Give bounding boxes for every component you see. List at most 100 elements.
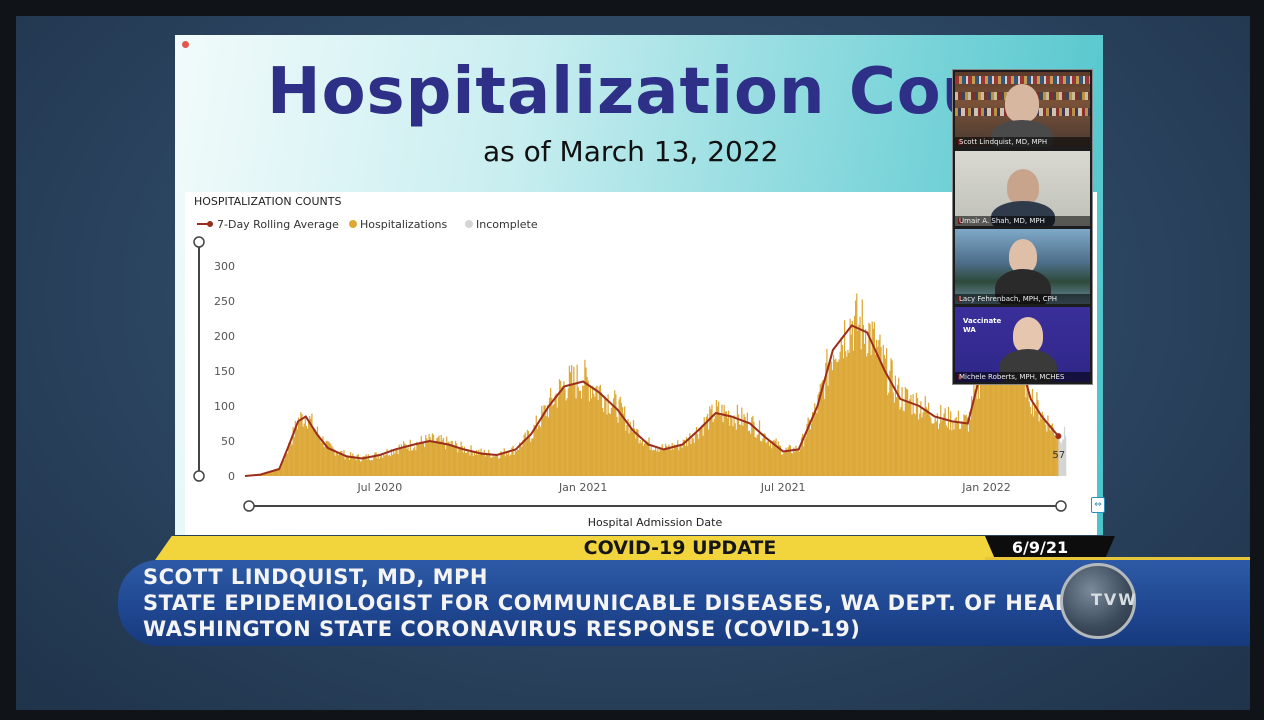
bar [1058, 432, 1060, 476]
bar [510, 454, 512, 476]
x-slider-right-handle[interactable] [1055, 500, 1067, 512]
x-range-slider[interactable] [243, 500, 1067, 512]
bar [473, 452, 476, 476]
bar [309, 415, 311, 476]
bar [836, 361, 838, 476]
bar [972, 400, 974, 476]
x-slider-left-handle[interactable] [243, 500, 255, 512]
bar [614, 390, 616, 476]
bar [719, 414, 721, 476]
bar [862, 324, 865, 476]
y-slider-top-handle[interactable] [193, 236, 205, 248]
bar [621, 407, 624, 476]
bar [325, 440, 327, 476]
bar [364, 456, 366, 476]
bar [889, 370, 891, 476]
bar [1047, 415, 1049, 476]
bar [958, 428, 961, 476]
bar [922, 412, 924, 476]
participant-tile[interactable]: Lacy Fehrenbach, MPH, CPH [955, 229, 1090, 304]
bar [552, 405, 554, 476]
legend-label-incomplete: Incomplete [476, 218, 538, 231]
bar [362, 456, 364, 476]
bar [794, 451, 796, 476]
bar [485, 454, 488, 476]
bar [640, 443, 642, 476]
bar [366, 459, 368, 476]
bar [856, 293, 858, 476]
bar [462, 452, 464, 476]
y-tick-label: 150 [214, 365, 235, 378]
participant-tile[interactable]: Scott Lindquist, MD, MPH [955, 72, 1090, 147]
bar [270, 470, 272, 476]
bar [1007, 345, 1009, 476]
chart-title: HOSPITALIZATION COUNTS [194, 195, 341, 208]
bar [1044, 418, 1046, 476]
bar [951, 430, 953, 476]
bar [852, 350, 855, 476]
bar [358, 459, 361, 476]
bar [332, 447, 334, 476]
bar [828, 364, 830, 476]
vaccinate-wa-badge: Vaccinate WA [963, 317, 1002, 334]
expand-icon[interactable]: ⇔ [1091, 497, 1105, 513]
bar [594, 396, 596, 476]
bar [837, 361, 839, 476]
bar [884, 358, 887, 476]
bar [716, 406, 719, 476]
bar [368, 459, 371, 476]
participant-tile[interactable]: Vaccinate WA Michele Roberts, MPH, MCHES [955, 307, 1090, 382]
bar [622, 413, 625, 476]
bar [515, 451, 518, 476]
bar [637, 429, 639, 476]
bar [283, 459, 285, 476]
bar [782, 454, 784, 476]
bar [531, 438, 533, 476]
bar [761, 441, 763, 476]
bar [315, 432, 317, 476]
bar [850, 334, 852, 476]
bar [376, 458, 378, 476]
bar [744, 416, 746, 476]
bar [1056, 434, 1058, 476]
x-tick-label: Jan 2022 [961, 481, 1010, 494]
bar [445, 449, 447, 476]
bar [874, 354, 877, 476]
bar [668, 444, 670, 476]
bar [626, 424, 628, 476]
bar [409, 439, 411, 476]
bar [976, 399, 978, 476]
bar [292, 427, 294, 476]
bar [1055, 436, 1057, 476]
bar [400, 444, 403, 476]
bar [997, 311, 999, 476]
bar [984, 352, 986, 476]
y-slider-bottom-handle[interactable] [193, 470, 205, 482]
participant-tile[interactable]: Umair A. Shah, MD, MPH [955, 151, 1090, 226]
bar [296, 429, 299, 476]
bar [754, 437, 756, 476]
bar [459, 447, 461, 476]
bar [262, 473, 264, 476]
bar [740, 424, 742, 476]
bar [447, 442, 449, 476]
bar [678, 450, 680, 476]
bar [735, 429, 737, 476]
bar [484, 456, 487, 476]
bar [294, 420, 296, 476]
bar [987, 363, 989, 476]
bar [663, 448, 666, 476]
bar [777, 441, 779, 476]
avatar [1009, 239, 1037, 273]
bar [825, 362, 827, 476]
bar [407, 447, 409, 476]
bar [982, 372, 984, 476]
bar [657, 448, 659, 476]
bar [298, 417, 300, 476]
y-range-slider[interactable] [193, 236, 205, 482]
bar [673, 444, 676, 476]
bar [808, 419, 810, 476]
bar [839, 351, 841, 476]
bar [1050, 424, 1052, 476]
bar [432, 434, 435, 476]
